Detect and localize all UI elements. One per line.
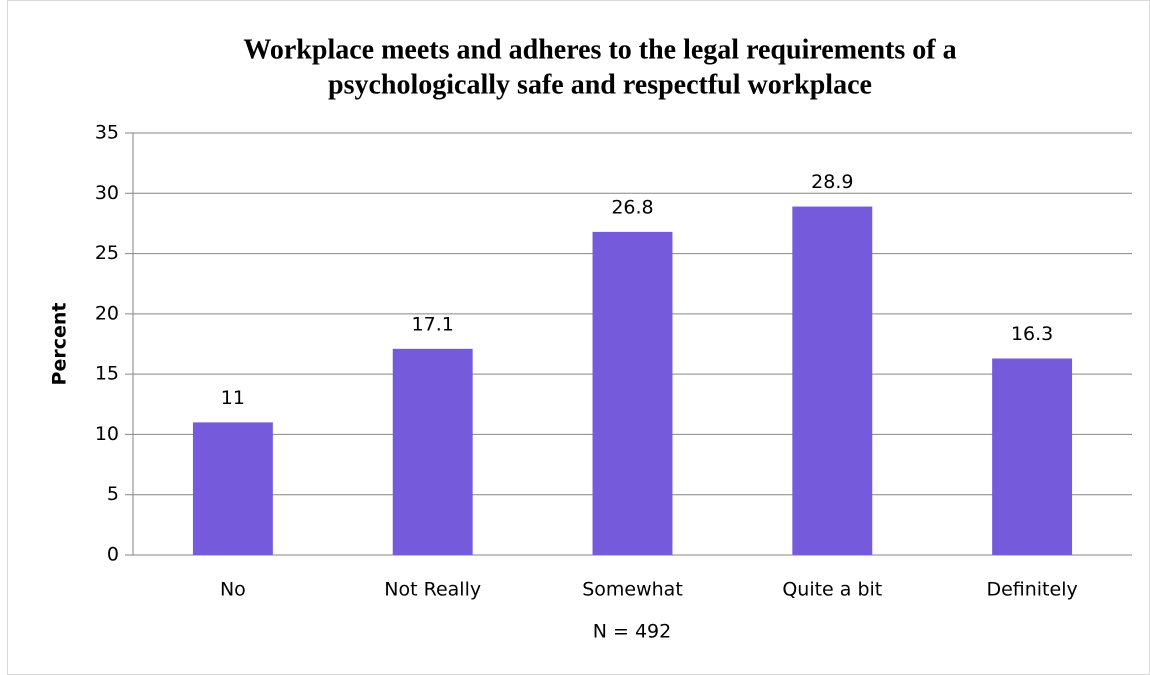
bar xyxy=(992,358,1073,555)
data-label: 26.8 xyxy=(611,196,653,218)
bar xyxy=(192,422,273,555)
bar xyxy=(792,206,873,555)
y-tick-label: 35 xyxy=(95,122,119,144)
y-axis-title: Percent xyxy=(49,303,71,386)
data-label: 28.9 xyxy=(811,171,853,193)
y-tick-label: 0 xyxy=(107,544,119,566)
x-tick-label: Definitely xyxy=(986,579,1077,601)
x-axis-title: N = 492 xyxy=(593,621,671,643)
chart-border xyxy=(7,0,1150,675)
y-tick-label: 30 xyxy=(95,182,119,204)
y-tick-label: 15 xyxy=(95,363,119,385)
x-tick-label: Not Really xyxy=(384,579,481,601)
chart-title: psychologically safe and respectful work… xyxy=(328,69,872,100)
y-tick-label: 25 xyxy=(95,242,119,264)
data-label: 16.3 xyxy=(1011,323,1053,345)
bar xyxy=(392,348,473,555)
data-label: 11 xyxy=(221,387,245,409)
data-label: 17.1 xyxy=(412,313,454,335)
x-tick-label: Quite a bit xyxy=(782,579,882,601)
y-tick-label: 10 xyxy=(95,423,119,445)
y-tick-label: 20 xyxy=(95,302,119,324)
x-tick-label: No xyxy=(220,579,246,601)
y-tick-label: 5 xyxy=(107,483,119,505)
chart-title: Workplace meets and adheres to the legal… xyxy=(243,34,956,65)
bar xyxy=(592,231,673,555)
x-tick-label: Somewhat xyxy=(582,579,683,601)
